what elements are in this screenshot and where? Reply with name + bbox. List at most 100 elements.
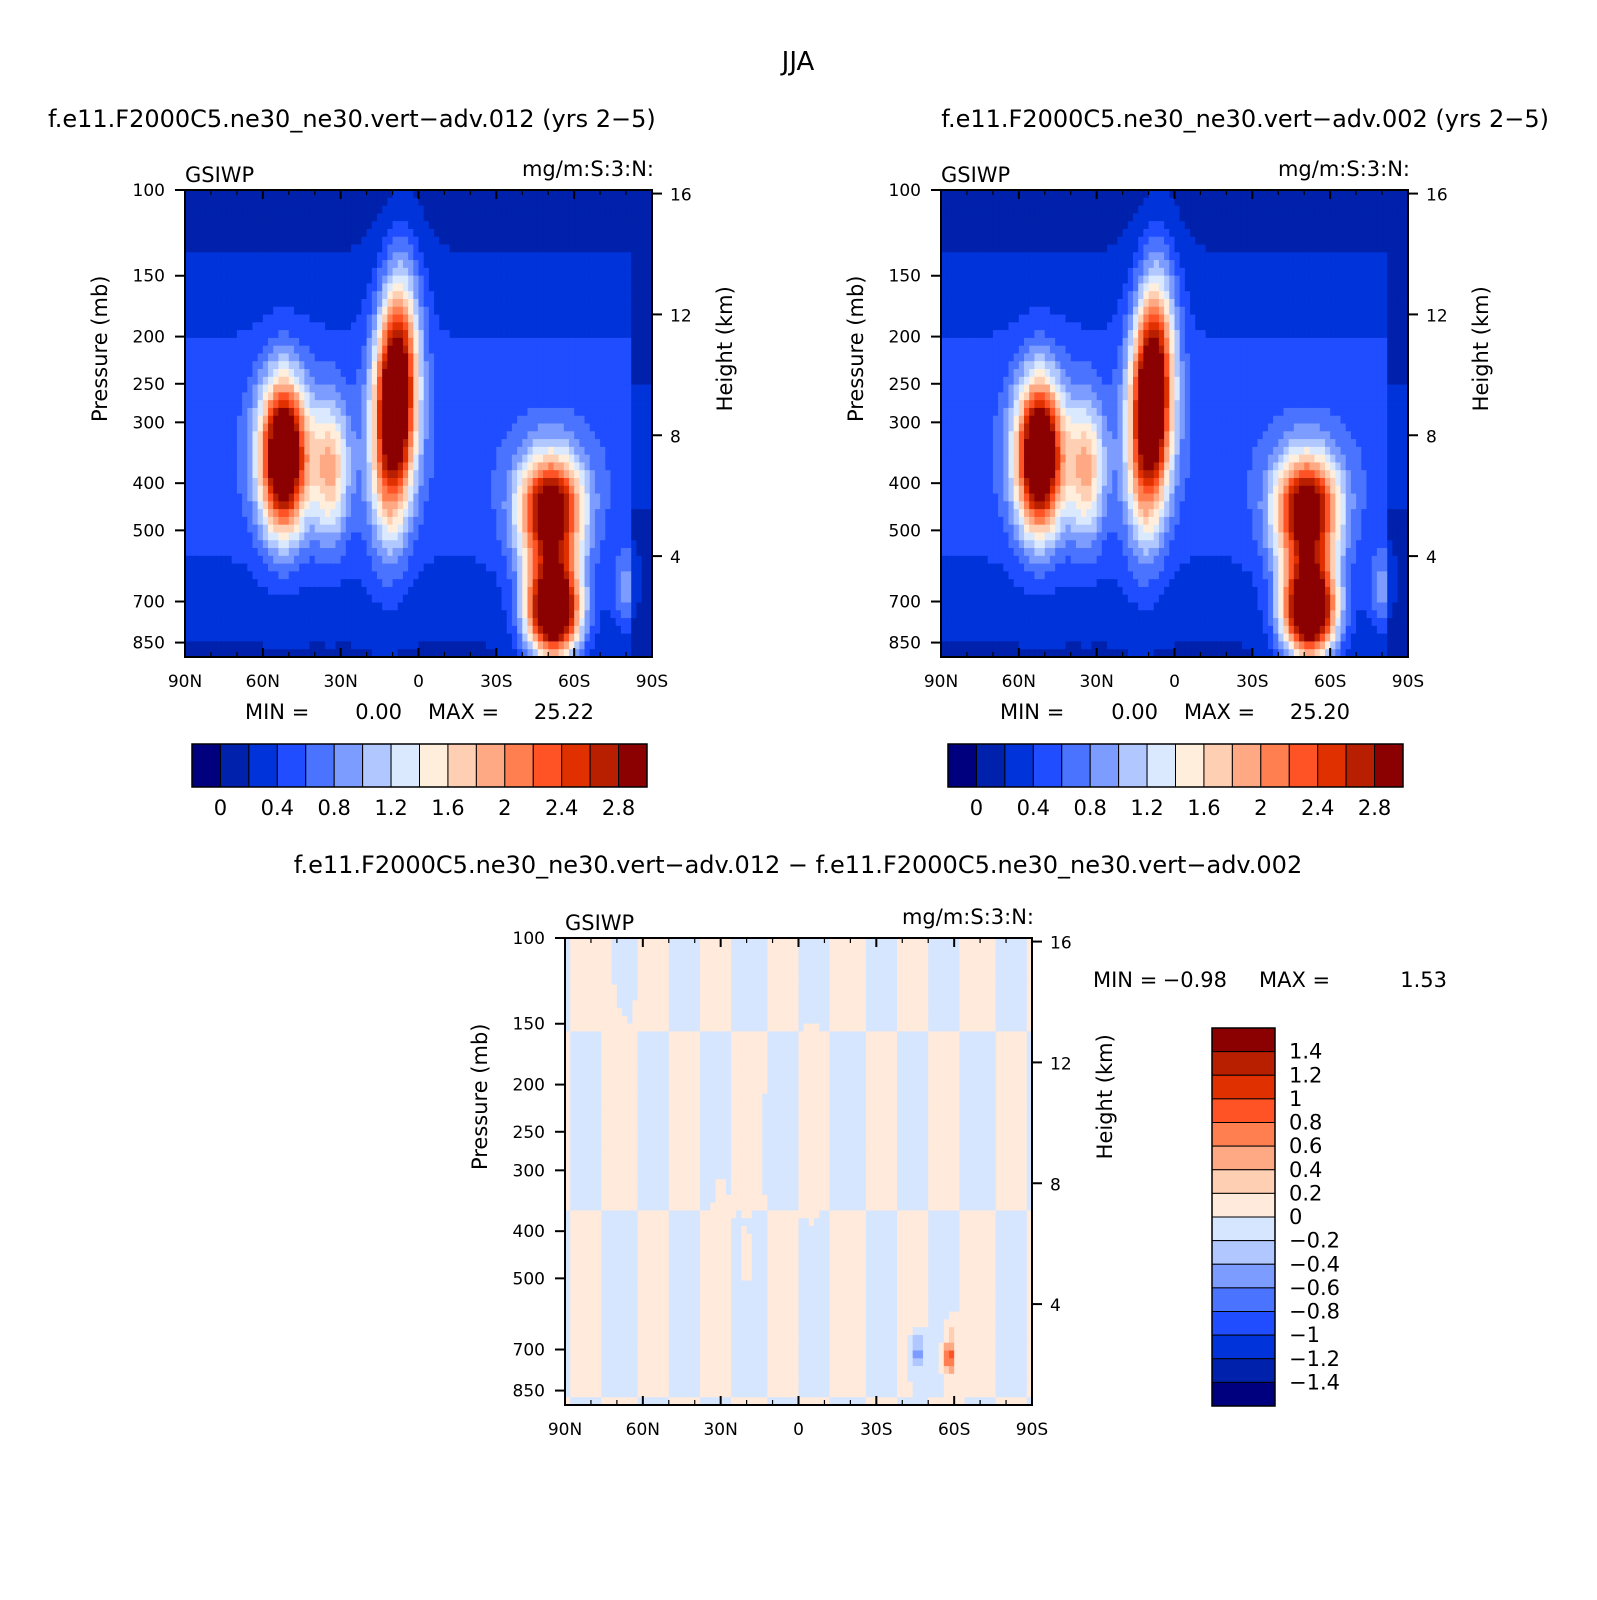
field-cell — [584, 392, 591, 401]
field-cell — [356, 384, 363, 393]
field-cell — [465, 532, 471, 541]
field-cell — [356, 431, 363, 440]
field-cell — [236, 190, 243, 199]
field-cell — [351, 548, 357, 557]
field-cell — [361, 579, 368, 588]
field-cell — [522, 228, 529, 238]
field-cell — [262, 501, 269, 510]
field-cell — [210, 446, 217, 456]
field-cell — [376, 579, 383, 588]
field-cell — [299, 462, 305, 471]
field-cell — [434, 384, 440, 393]
field-cell — [574, 509, 580, 518]
field-cell — [366, 509, 373, 518]
field-cell — [434, 330, 440, 339]
field-cell — [511, 252, 518, 261]
field-cell — [589, 477, 596, 487]
field-cell — [262, 532, 269, 541]
field-cell — [402, 400, 409, 409]
field-cell — [252, 571, 259, 580]
field-cell — [413, 213, 420, 222]
field-cell — [449, 322, 456, 331]
field-cell — [340, 314, 347, 323]
field-cell — [589, 306, 596, 316]
field-cell — [485, 345, 492, 355]
field-cell — [392, 400, 399, 409]
field-cell — [646, 275, 653, 284]
field-cell — [236, 586, 243, 596]
field-cell — [620, 376, 627, 386]
field-cell — [392, 205, 399, 214]
field-cell — [480, 415, 487, 425]
field-cell — [605, 197, 612, 207]
field-cell — [299, 314, 305, 323]
field-cell — [392, 392, 399, 401]
field-cell — [615, 298, 622, 308]
field-cell — [319, 532, 326, 541]
field-cell — [319, 252, 326, 261]
field-cell — [278, 275, 285, 284]
field-cell — [340, 446, 347, 456]
field-cell — [299, 501, 305, 510]
field-cell — [439, 579, 446, 588]
field-cell — [537, 376, 544, 386]
field-cell — [299, 267, 305, 277]
field-cell — [190, 594, 196, 604]
field-cell — [485, 462, 492, 471]
field-cell — [325, 228, 331, 238]
field-cell — [428, 415, 435, 425]
field-cell — [288, 291, 295, 300]
field-cell — [506, 524, 513, 534]
field-cell — [496, 252, 503, 261]
field-cell — [262, 477, 269, 487]
field-cell — [600, 267, 606, 277]
field-cell — [335, 579, 342, 588]
field-cell — [574, 345, 580, 355]
field-cell — [252, 579, 259, 588]
field-cell — [335, 594, 342, 604]
field-cell — [392, 236, 399, 246]
field-cell — [195, 252, 202, 261]
field-cell — [465, 462, 471, 471]
field-cell — [620, 579, 627, 588]
field-cell — [345, 228, 352, 238]
field-cell — [460, 540, 466, 549]
field-cell — [626, 376, 632, 386]
field-cell — [574, 392, 580, 401]
field-cell — [485, 252, 492, 261]
field-cell — [356, 586, 363, 596]
field-cell — [449, 532, 456, 541]
field-cell — [242, 516, 248, 526]
field-cell — [594, 485, 601, 495]
field-cell — [537, 353, 544, 362]
field-cell — [340, 516, 347, 526]
field-cell — [454, 493, 461, 502]
field-cell — [626, 610, 632, 619]
field-cell — [278, 392, 285, 401]
field-cell — [626, 392, 632, 401]
field-cell — [465, 384, 471, 393]
field-cell — [268, 330, 274, 339]
field-cell — [641, 283, 648, 292]
field-cell — [615, 516, 622, 526]
field-cell — [278, 439, 285, 448]
field-cell — [517, 221, 523, 230]
field-cell — [449, 298, 456, 308]
field-cell — [563, 283, 570, 292]
field-cell — [304, 423, 311, 432]
field-cell — [568, 306, 575, 316]
field-cell — [221, 509, 228, 518]
field-cell — [439, 275, 446, 284]
field-cell — [408, 361, 414, 370]
field-cell — [247, 337, 254, 347]
field-cell — [319, 275, 326, 284]
field-cell — [454, 563, 461, 572]
field-cell — [283, 516, 290, 526]
field-cell — [418, 571, 425, 580]
field-cell — [402, 485, 409, 495]
field-cell — [262, 314, 269, 323]
field-cell — [553, 602, 560, 611]
field-cell — [408, 330, 414, 339]
field-cell — [330, 493, 337, 502]
field-cell — [195, 283, 202, 292]
